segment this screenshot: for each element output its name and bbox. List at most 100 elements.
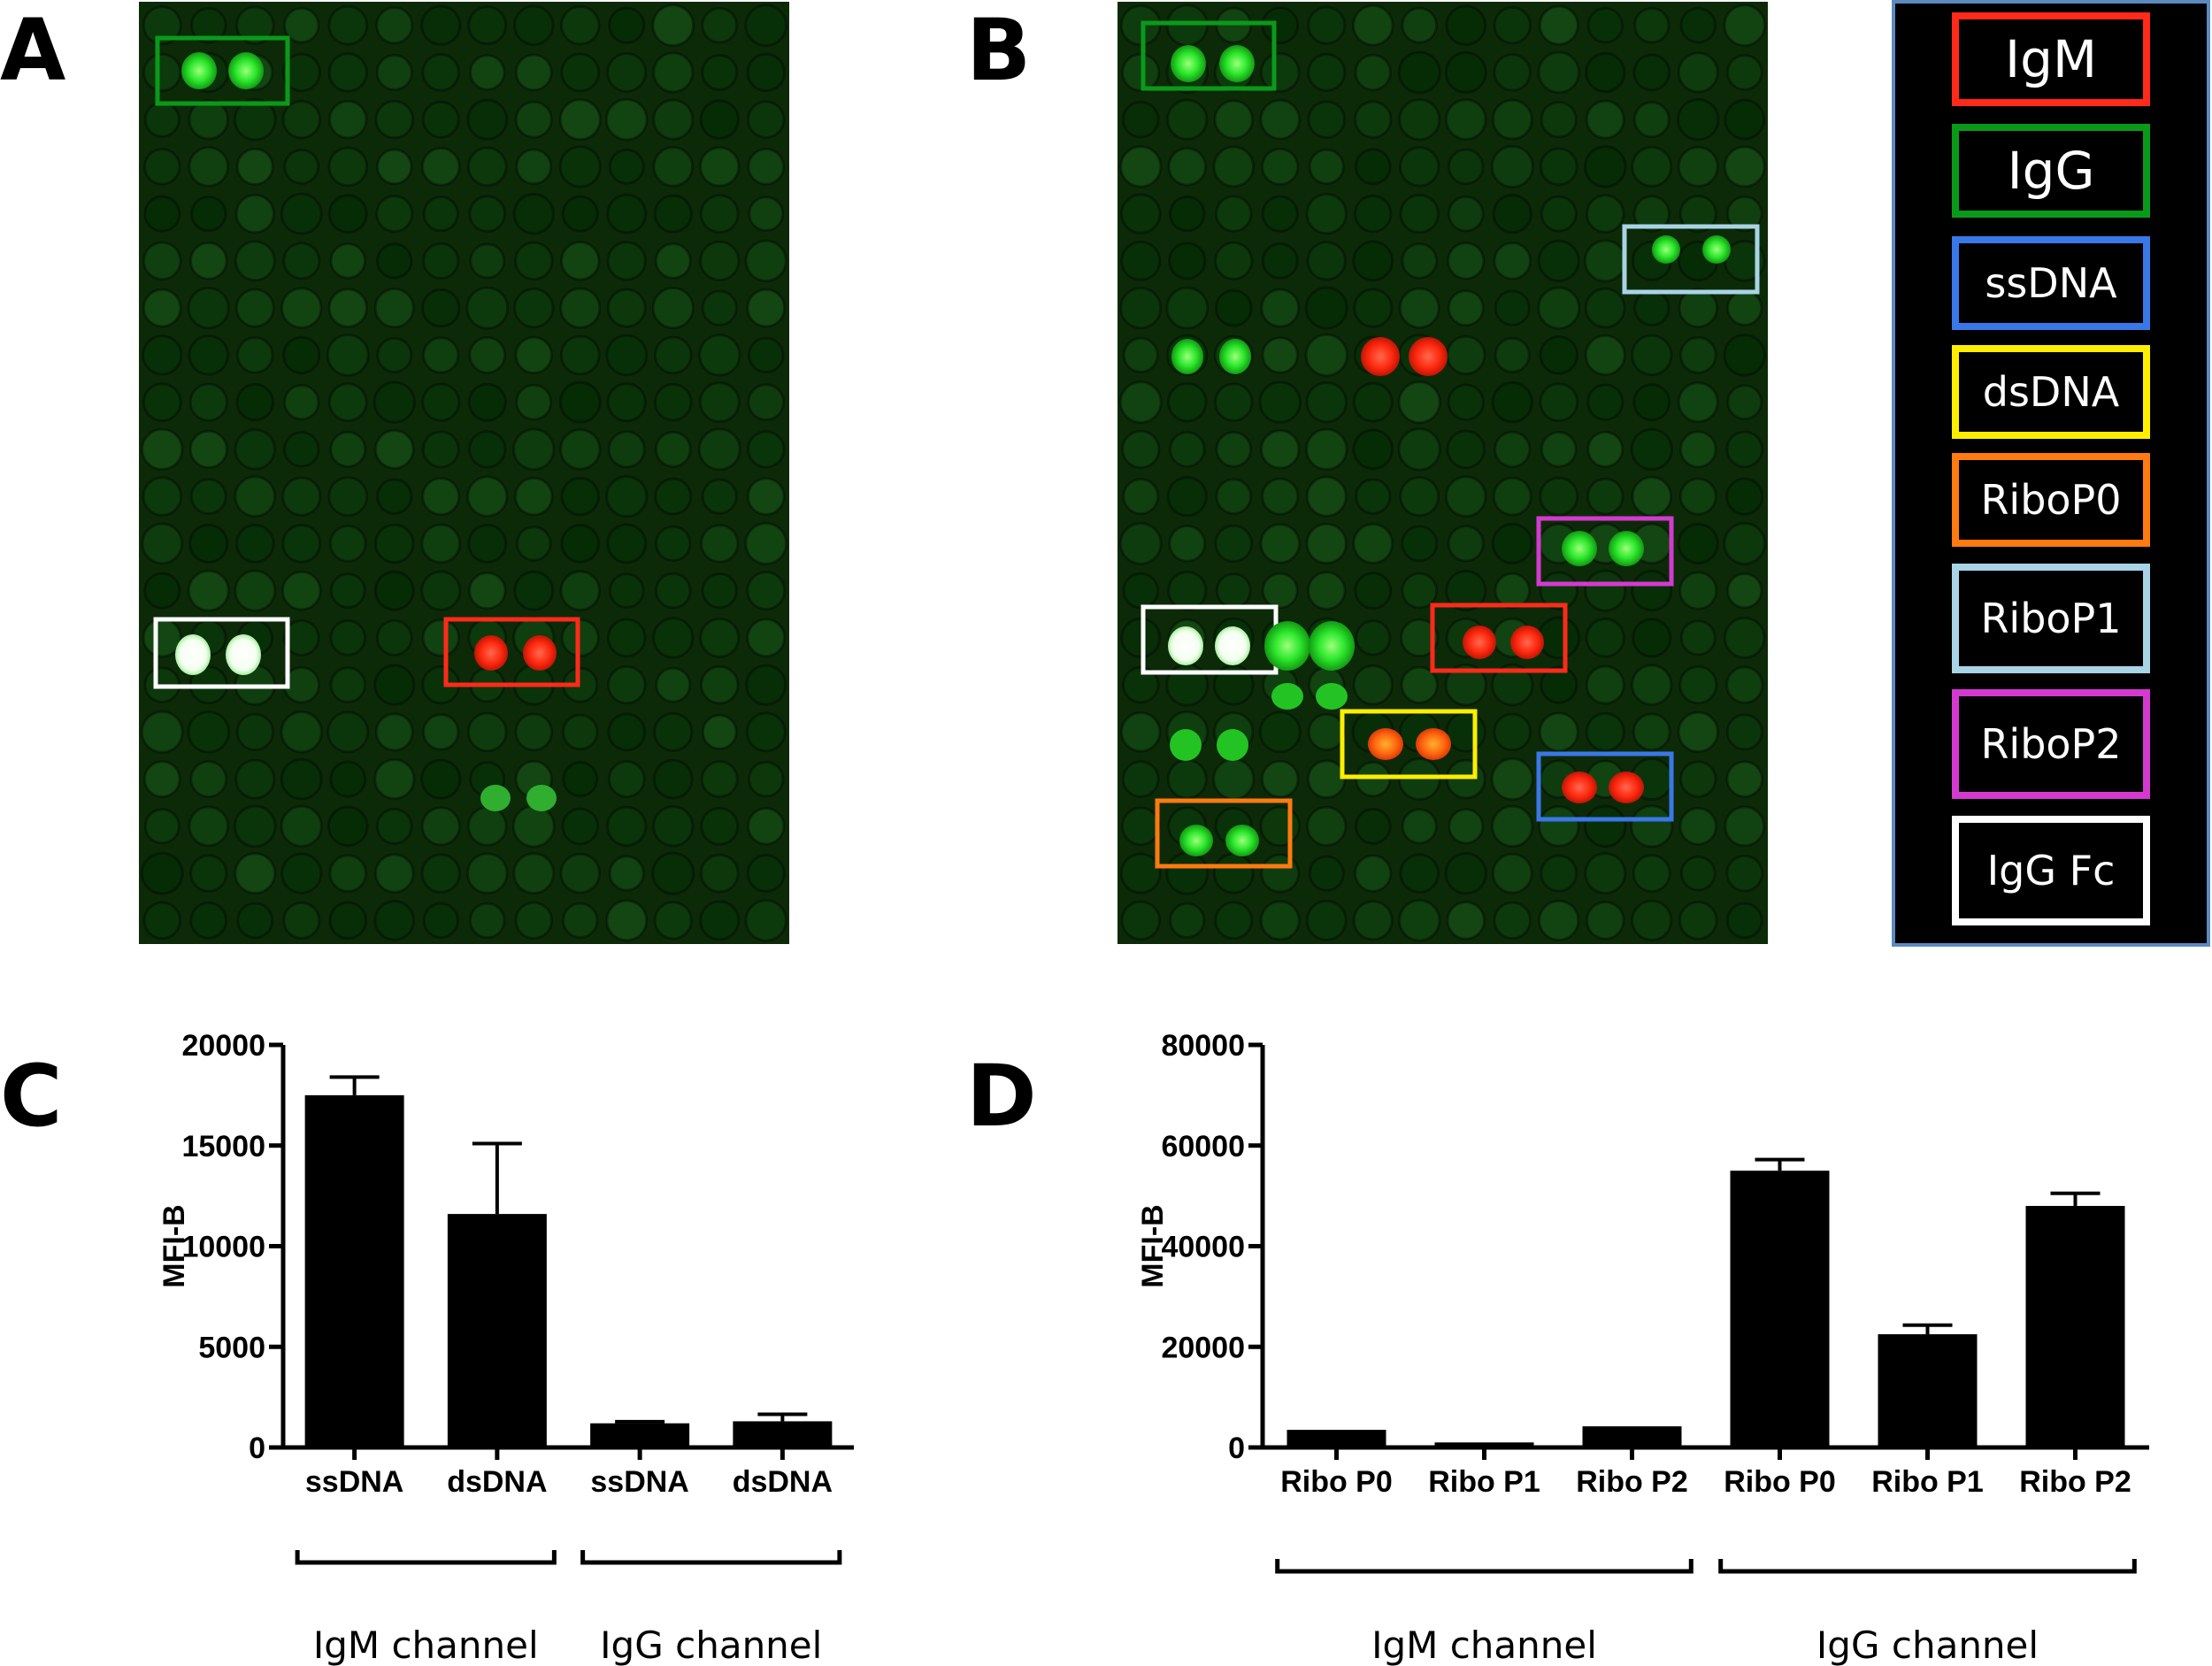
array-spot bbox=[327, 194, 368, 234]
array-spot bbox=[1677, 522, 1719, 564]
array-spot bbox=[652, 51, 695, 94]
array-spot bbox=[653, 382, 693, 422]
array-spot bbox=[375, 478, 413, 515]
array-spot bbox=[652, 617, 695, 659]
array-spot bbox=[697, 427, 741, 472]
y-axis-label: MFI-B bbox=[1136, 1204, 1170, 1287]
array-spot bbox=[421, 100, 460, 139]
array-spot bbox=[1631, 334, 1673, 377]
array-spot bbox=[562, 761, 599, 798]
array-spot bbox=[1444, 663, 1487, 707]
array-spot bbox=[746, 52, 787, 93]
array-spot bbox=[142, 241, 182, 281]
igg-spot bbox=[1219, 45, 1255, 82]
array-spot bbox=[375, 148, 413, 186]
array-spot bbox=[1355, 478, 1392, 515]
array-spot bbox=[653, 711, 694, 752]
array-spot bbox=[1446, 901, 1486, 940]
array-spot bbox=[1444, 50, 1487, 94]
array-spot bbox=[1307, 712, 1346, 751]
array-spot bbox=[747, 807, 786, 846]
array-spot bbox=[188, 98, 230, 141]
array-spot bbox=[1214, 901, 1254, 940]
array-spot bbox=[1632, 618, 1672, 658]
array-spot bbox=[140, 710, 184, 754]
array-spot bbox=[420, 758, 462, 800]
array-spot bbox=[1166, 98, 1209, 141]
array-spot bbox=[1355, 761, 1392, 798]
array-spot bbox=[1446, 334, 1486, 376]
array-spot bbox=[1723, 521, 1767, 565]
array-spot bbox=[376, 336, 413, 373]
array-spot bbox=[559, 852, 602, 894]
array-spot bbox=[1121, 760, 1160, 799]
array-spot bbox=[511, 427, 556, 472]
array-spot bbox=[1121, 429, 1161, 469]
bar bbox=[590, 1423, 690, 1447]
igg-fc-spot bbox=[1168, 626, 1203, 665]
array-spot bbox=[746, 571, 787, 611]
array-spot bbox=[420, 853, 462, 894]
array-spot bbox=[1352, 900, 1394, 941]
array-spot bbox=[1585, 99, 1625, 140]
array-spot bbox=[605, 334, 649, 377]
array-spot bbox=[562, 902, 599, 940]
array-spot-positive bbox=[480, 785, 511, 811]
array-spot bbox=[561, 195, 599, 233]
category-label: Ribo P2 bbox=[2019, 1465, 2131, 1499]
array-spot bbox=[699, 194, 740, 234]
array-spot bbox=[1400, 618, 1440, 658]
array-spot bbox=[1679, 619, 1717, 656]
array-spot bbox=[699, 900, 741, 941]
array-spot bbox=[142, 148, 181, 186]
array-spot bbox=[282, 335, 321, 375]
array-spot bbox=[188, 429, 228, 469]
microarray-a-background bbox=[139, 2, 789, 944]
array-spot bbox=[513, 287, 555, 329]
array-spot bbox=[1261, 572, 1299, 610]
microarray-b-spots bbox=[1118, 4, 1767, 942]
array-spot bbox=[1118, 521, 1163, 565]
y-tick-label: 20000 bbox=[1161, 1331, 1245, 1364]
array-spot bbox=[1490, 757, 1534, 802]
array-spot bbox=[1726, 572, 1763, 610]
array-spot bbox=[1401, 6, 1439, 44]
array-spot bbox=[283, 383, 320, 421]
array-spot bbox=[653, 901, 693, 940]
array-spot bbox=[558, 98, 602, 142]
array-spot bbox=[375, 53, 413, 91]
array-spot bbox=[375, 6, 414, 45]
array-spot bbox=[468, 902, 506, 940]
array-spot bbox=[1258, 710, 1302, 754]
array-spot bbox=[1726, 289, 1763, 326]
array-spot bbox=[513, 570, 555, 611]
array-spot bbox=[1445, 570, 1487, 612]
array-spot bbox=[1494, 336, 1531, 373]
array-spot bbox=[651, 4, 695, 47]
array-spot bbox=[1308, 148, 1345, 185]
legend-label: RiboP0 bbox=[1980, 476, 2121, 524]
array-spot bbox=[1120, 617, 1162, 659]
array-spot bbox=[143, 195, 181, 233]
array-spot bbox=[1540, 100, 1578, 139]
array-spot bbox=[701, 53, 739, 91]
array-spot bbox=[1631, 475, 1672, 518]
array-spot bbox=[1630, 804, 1674, 848]
category-label: dsDNA bbox=[733, 1465, 833, 1499]
igg-fc-spot bbox=[226, 634, 261, 675]
array-spot bbox=[1540, 665, 1578, 704]
array-spot bbox=[1584, 852, 1627, 895]
array-spot bbox=[373, 288, 415, 329]
array-spot bbox=[1260, 288, 1301, 328]
bar bbox=[1878, 1334, 1978, 1447]
array-spot bbox=[234, 193, 275, 234]
array-spot bbox=[1212, 664, 1255, 706]
array-spot bbox=[1584, 569, 1627, 612]
array-spot bbox=[143, 572, 181, 610]
array-spot bbox=[1539, 382, 1579, 423]
array-spot bbox=[559, 287, 602, 329]
array-spot bbox=[745, 664, 787, 706]
array-spot bbox=[1397, 427, 1441, 472]
y-tick-label: 80000 bbox=[1161, 1029, 1245, 1063]
array-spot bbox=[1493, 901, 1532, 940]
